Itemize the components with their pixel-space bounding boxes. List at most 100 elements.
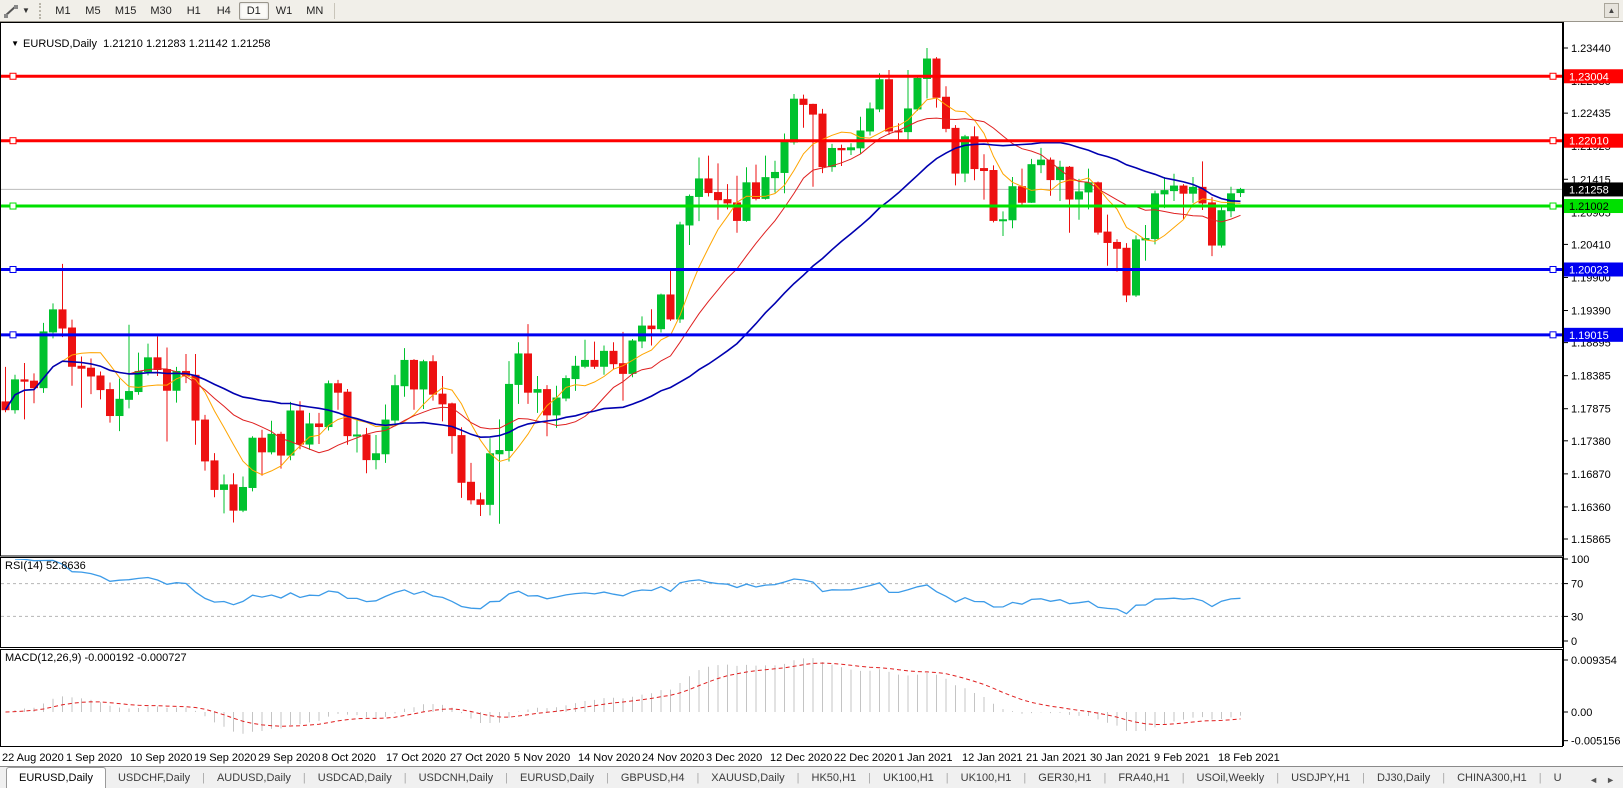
date-tick-label: 12 Dec 2020 xyxy=(770,752,832,764)
chart-tab-AUDUSD-Daily[interactable]: AUDUSD,Daily xyxy=(216,772,291,784)
price-tick-label: 1.22435 xyxy=(1571,108,1611,120)
timeframe-button-M5[interactable]: M5 xyxy=(85,4,101,17)
chart-tab-EURUSD-Daily[interactable]: EURUSD,Daily xyxy=(520,772,594,784)
date-tick-label: 5 Nov 2020 xyxy=(514,752,570,764)
price-tick-label: 1.20410 xyxy=(1571,239,1611,251)
date-tick-label: 9 Feb 2021 xyxy=(1154,752,1210,764)
macd-indicator-label: MACD(12,26,9) -0.000192 -0.000727 xyxy=(5,652,187,664)
date-tick-label: 22 Dec 2020 xyxy=(834,752,896,764)
price-tag xyxy=(1564,327,1623,342)
tool-dropdown-icon[interactable]: ▼ xyxy=(22,6,30,15)
price-tick-label: 1.17875 xyxy=(1571,404,1611,416)
rsi-panel[interactable] xyxy=(0,557,1563,648)
chart-tab-UK100-H1[interactable]: UK100,H1 xyxy=(960,772,1012,784)
date-tick-label: 29 Sep 2020 xyxy=(258,752,320,764)
chart-tab-XAUUSD-Daily[interactable]: XAUUSD,Daily xyxy=(711,772,785,784)
tab-separator: | xyxy=(1276,772,1280,784)
chart-tab-USDJPY-H1[interactable]: USDJPY,H1 xyxy=(1291,772,1351,784)
line-tool-icon[interactable] xyxy=(3,3,21,19)
hline-1.20023[interactable]: 1.20023 xyxy=(1,262,1623,277)
macd-histogram xyxy=(14,658,1241,734)
rsi-tick-label: 100 xyxy=(1571,554,1589,566)
timeframe-button-M1[interactable]: M1 xyxy=(55,4,71,17)
tabs-scroll-left-icon[interactable]: ◄ xyxy=(1589,775,1599,785)
chart-tab-FRA40-H1[interactable]: FRA40,H1 xyxy=(1118,772,1170,784)
timeframe-button-W1[interactable]: W1 xyxy=(275,4,293,17)
chart-tab-USOil-Weekly[interactable]: USOil,Weekly xyxy=(1196,772,1265,784)
tab-separator: | xyxy=(1023,772,1027,784)
timeframe-button-D1[interactable]: D1 xyxy=(238,1,269,20)
tab-separator: | xyxy=(868,772,872,784)
rsi-line xyxy=(14,559,1241,615)
tab-separator: | xyxy=(1442,772,1446,784)
timeframe-toolbar: ▼ M1 M5 M15 M30 H1 H4 D1 W1 MN ▲ xyxy=(0,0,1623,22)
hline-1.22010[interactable]: 1.22010 xyxy=(1,133,1623,148)
price-tick-label: 1.17380 xyxy=(1571,436,1611,448)
date-tick-label: 19 Sep 2020 xyxy=(194,752,256,764)
price-panel[interactable] xyxy=(0,22,1563,557)
toolbar-separator xyxy=(334,2,336,19)
macd-tick-label: 0.00 xyxy=(1571,707,1592,719)
hline-1.23004[interactable]: 1.23004 xyxy=(1,69,1623,84)
current-price-tag: 1.21258 xyxy=(1564,182,1623,197)
chart-title: ▼ EURUSD,Daily 1.21210 1.21283 1.21142 1.… xyxy=(5,26,271,50)
candles xyxy=(1,48,1245,524)
date-tick-label: 1 Sep 2020 xyxy=(66,752,122,764)
date-tick-label: 17 Oct 2020 xyxy=(386,752,446,764)
price-tick-label: 1.15865 xyxy=(1571,534,1611,546)
rsi-tick-label: 30 xyxy=(1571,611,1583,623)
date-tick-label: 30 Jan 2021 xyxy=(1090,752,1151,764)
price-tag-label: 1.20023 xyxy=(1569,264,1609,276)
chart-tab-GBPUSD-H4[interactable]: GBPUSD,H4 xyxy=(620,772,685,784)
macd-tick-label: 0.009354 xyxy=(1571,655,1617,667)
chart-tab-U[interactable]: U xyxy=(1553,772,1562,784)
tab-separator: | xyxy=(945,772,949,784)
tab-separator: | xyxy=(606,772,609,784)
chart-tab-CHINA300-H1[interactable]: CHINA300,H1 xyxy=(1457,772,1527,784)
timeframe-button-MN[interactable]: MN xyxy=(306,4,324,17)
price-tick-label: 1.23440 xyxy=(1571,43,1611,55)
tab-separator: | xyxy=(1103,772,1107,784)
chart-tab-GER30-H1[interactable]: GER30,H1 xyxy=(1038,772,1092,784)
chart-ohlc-values: 1.21210 1.21283 1.21142 1.21258 xyxy=(103,38,271,50)
ma-mid-line xyxy=(5,117,1241,454)
date-tick-label: 21 Jan 2021 xyxy=(1026,752,1087,764)
price-tick-label: 1.16870 xyxy=(1571,469,1611,481)
chart-tab-DJ30-Daily[interactable]: DJ30,Daily xyxy=(1377,772,1431,784)
chart-tab-HK50-H1[interactable]: HK50,H1 xyxy=(811,772,857,784)
price-axis[interactable]: 1.234401.229301.224351.219251.214151.209… xyxy=(1563,43,1611,546)
timeframe-button-M30[interactable]: M30 xyxy=(150,4,172,17)
tab-separator: | xyxy=(403,772,407,784)
chart-tab-UK100-H1[interactable]: UK100,H1 xyxy=(883,772,934,784)
chart-dropdown-icon[interactable]: ▼ xyxy=(11,39,20,48)
tab-separator: | xyxy=(1538,772,1542,784)
price-tag-label: 1.23004 xyxy=(1569,71,1609,83)
tabs-scroll-right-icon[interactable]: ► xyxy=(1606,775,1615,785)
price-tag xyxy=(1564,199,1623,214)
price-tag-label: 1.22010 xyxy=(1569,136,1609,148)
date-tick-label: 18 Feb 2021 xyxy=(1218,752,1280,764)
toolbar-scroll-up-icon[interactable]: ▲ xyxy=(1604,3,1619,18)
tab-separator: | xyxy=(1181,772,1185,784)
date-tick-label: 27 Oct 2020 xyxy=(450,752,510,764)
hline-1.19015[interactable]: 1.19015 xyxy=(1,327,1623,342)
date-tick-label: 8 Oct 2020 xyxy=(322,752,376,764)
macd-panel[interactable] xyxy=(0,649,1563,747)
tab-separator: | xyxy=(796,772,800,784)
chart-tab-USDCNH-Daily[interactable]: USDCNH,Daily xyxy=(418,772,494,784)
chart-tab-USDCHF-Daily[interactable]: USDCHF,Daily xyxy=(117,772,191,784)
svg-text:1.21258: 1.21258 xyxy=(1569,184,1609,196)
price-tick-label: 1.16360 xyxy=(1571,502,1611,514)
chart-tab-USDCAD-Daily[interactable]: USDCAD,Daily xyxy=(317,772,392,784)
tab-separator: | xyxy=(505,772,509,784)
date-tick-label: 10 Sep 2020 xyxy=(130,752,192,764)
chart-tab-EURUSD-Daily[interactable]: EURUSD,Daily xyxy=(6,767,106,788)
toolbar-grip[interactable] xyxy=(38,2,42,19)
hline-1.21002[interactable]: 1.21002 xyxy=(1,199,1623,214)
timeframe-button-H1[interactable]: H1 xyxy=(186,4,201,17)
ma-fast-line xyxy=(5,97,1241,476)
timeframe-button-H4[interactable]: H4 xyxy=(216,4,231,17)
date-axis[interactable]: 22 Aug 2020 1 Sep 2020 10 Sep 2020 19 Sep 2… xyxy=(2,752,1280,764)
timeframe-button-M15[interactable]: M15 xyxy=(114,4,137,17)
chart-canvas[interactable]: 1.234401.229301.224351.219251.214151.209… xyxy=(0,22,1623,766)
